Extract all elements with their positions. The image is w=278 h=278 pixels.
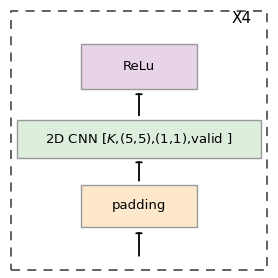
- FancyBboxPatch shape: [81, 44, 197, 89]
- Text: 2D CNN [$\it{K}$,(5,5),(1,1),valid ]: 2D CNN [$\it{K}$,(5,5),(1,1),valid ]: [45, 131, 233, 147]
- FancyBboxPatch shape: [17, 120, 261, 158]
- Text: X4: X4: [232, 11, 252, 26]
- FancyBboxPatch shape: [81, 185, 197, 227]
- Text: padding: padding: [112, 199, 166, 212]
- Text: ReLu: ReLu: [123, 60, 155, 73]
